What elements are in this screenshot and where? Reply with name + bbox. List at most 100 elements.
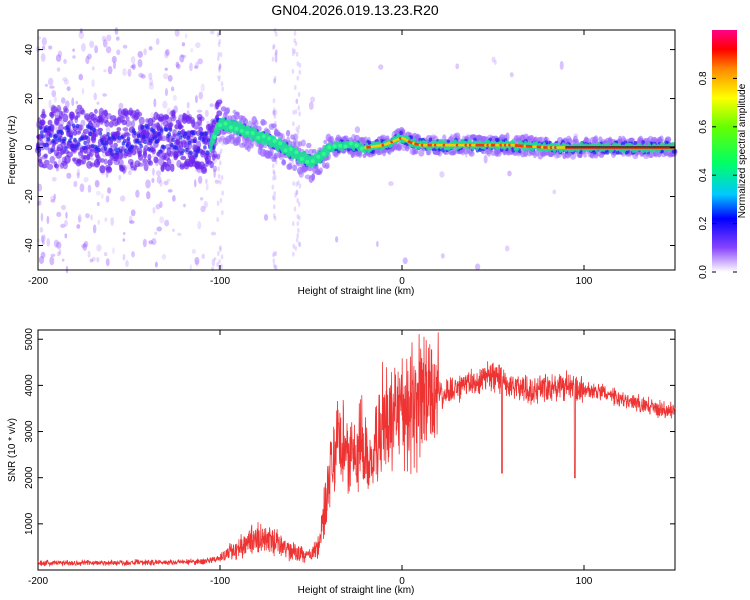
- band-blob: [216, 99, 223, 105]
- ridge-bead: [250, 131, 255, 136]
- noise-speckle: [78, 30, 85, 40]
- band-blob: [207, 152, 214, 158]
- band-blob: [134, 160, 141, 168]
- band-blob: [169, 150, 174, 158]
- band-blob: [76, 158, 83, 164]
- streak-speckle: [218, 138, 222, 144]
- streak-speckle: [273, 78, 276, 84]
- streak-speckle: [292, 109, 295, 115]
- noise-speckle: [64, 233, 68, 239]
- noise-speckle: [164, 87, 169, 97]
- streak-speckle: [295, 189, 299, 195]
- noise-speckle: [90, 214, 93, 221]
- ridge-bead: [212, 134, 217, 139]
- core-blob: [147, 146, 151, 152]
- core-blob: [82, 145, 86, 151]
- streak-speckle: [296, 75, 300, 81]
- streak-speckle: [273, 113, 277, 119]
- noise-speckle: [46, 215, 50, 225]
- noise-speckle: [112, 61, 116, 70]
- x-tick-label: 100: [576, 576, 593, 587]
- core-blob: [80, 136, 85, 141]
- noise-speckle: [145, 179, 151, 189]
- noise-speckle: [91, 66, 95, 71]
- streak-speckle: [217, 55, 220, 61]
- noise-speckle: [195, 259, 199, 267]
- band-blob: [200, 150, 205, 156]
- band-blob: [300, 139, 306, 147]
- streak-speckle: [272, 43, 276, 49]
- band-blob: [198, 116, 205, 122]
- band-blob: [94, 108, 98, 114]
- core-blob: [69, 135, 73, 140]
- noise-speckle: [198, 175, 203, 184]
- streak-speckle: [217, 139, 221, 145]
- core-blob: [205, 150, 210, 156]
- ridge-bead: [239, 128, 244, 133]
- noise-speckle: [56, 241, 62, 249]
- core-blob: [120, 135, 124, 140]
- noise-speckle: [151, 177, 155, 184]
- noise-speckle: [77, 213, 82, 223]
- noise-speckle: [439, 171, 445, 178]
- streak-speckle: [295, 190, 299, 196]
- noise-speckle: [152, 167, 155, 176]
- noise-speckle: [40, 53, 46, 62]
- streak-speckle: [218, 39, 222, 45]
- x-tick-label: -100: [210, 276, 230, 287]
- streak-speckle: [295, 51, 299, 57]
- core-blob: [107, 135, 112, 141]
- noise-speckle: [83, 240, 89, 248]
- noise-speckle: [148, 240, 154, 245]
- noise-speckle: [57, 50, 63, 58]
- core-blob: [167, 132, 172, 137]
- band-blob: [174, 123, 180, 130]
- band-blob: [318, 167, 323, 174]
- noise-speckle: [118, 174, 122, 181]
- noise-speckle: [155, 38, 160, 46]
- streak-speckle: [297, 201, 301, 207]
- noise-speckle: [85, 213, 90, 219]
- band-blob: [132, 144, 138, 149]
- core-blob: [159, 128, 164, 133]
- noise-speckle: [194, 256, 200, 265]
- core-blob: [141, 134, 146, 140]
- core-blob: [191, 130, 196, 136]
- noise-speckle: [177, 232, 182, 237]
- band-blob: [58, 110, 63, 120]
- noise-speckle: [165, 49, 170, 56]
- noise-speckle: [167, 74, 173, 82]
- noise-speckle: [159, 179, 163, 187]
- y-tick-label: 4000: [24, 374, 35, 397]
- band-blob: [230, 134, 235, 140]
- noise-speckle: [96, 256, 100, 263]
- core-blob: [187, 140, 192, 145]
- streak-speckle: [274, 57, 278, 63]
- noise-speckle: [149, 77, 154, 86]
- ridge-bead: [245, 130, 250, 135]
- band-blob: [38, 157, 43, 163]
- streak-speckle: [273, 107, 276, 113]
- noise-speckle: [135, 189, 140, 198]
- noise-speckle: [55, 54, 62, 62]
- spectrogram-frame: [37, 29, 676, 271]
- ridge-bead: [338, 143, 343, 148]
- noise-speckle: [100, 193, 104, 199]
- noise-speckle: [114, 27, 119, 35]
- noise-speckle: [204, 109, 209, 118]
- band-blob: [121, 119, 128, 126]
- band-blob: [107, 159, 113, 166]
- streak-speckle: [292, 121, 295, 127]
- band-blob: [175, 136, 181, 146]
- streak-speckle: [293, 206, 297, 212]
- noise-speckle: [455, 63, 460, 70]
- band-blob: [323, 139, 328, 145]
- noise-speckle: [112, 247, 115, 255]
- noise-speckle: [213, 168, 216, 178]
- core-blob: [73, 137, 77, 143]
- band-blob: [106, 166, 112, 172]
- band-blob: [119, 166, 125, 171]
- ridge-bead: [332, 144, 337, 149]
- band-blob: [63, 107, 69, 114]
- core-blob: [75, 123, 80, 129]
